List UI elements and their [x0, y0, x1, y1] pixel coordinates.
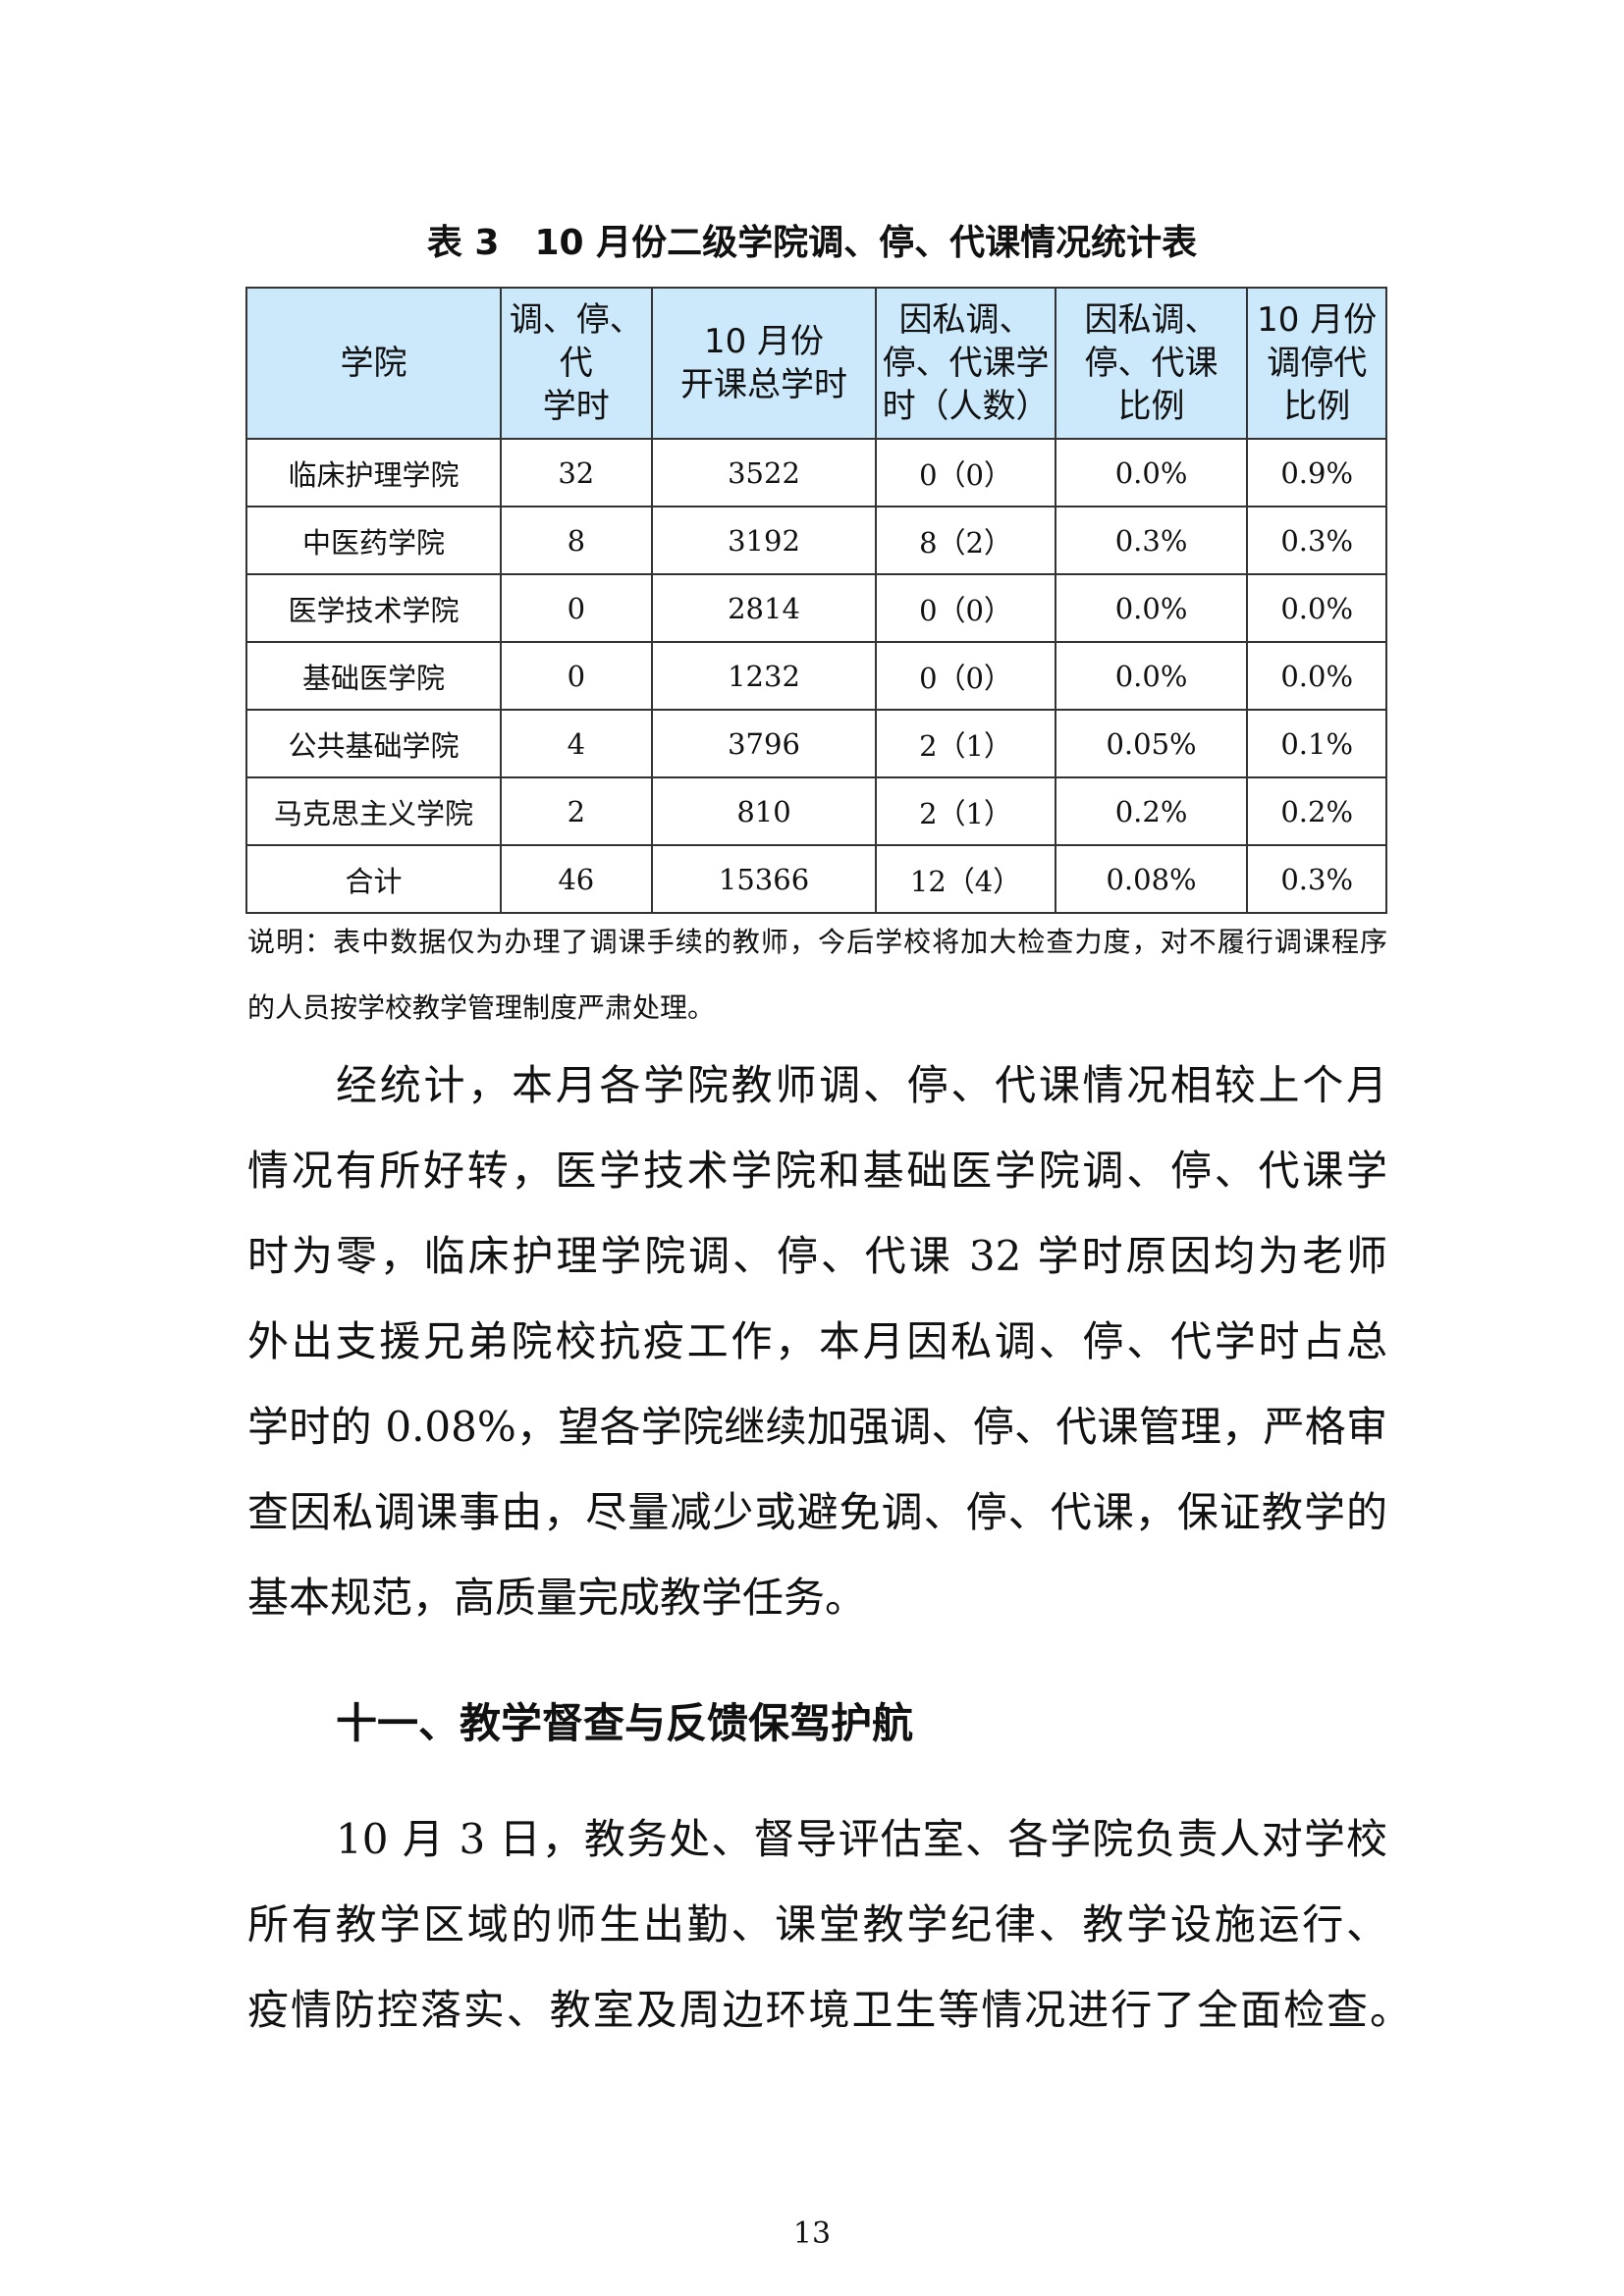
table-cell: 2（1） — [875, 776, 1056, 846]
column-header-line: 调、停、 — [509, 300, 643, 340]
table-cell: 0.3% — [1246, 506, 1387, 575]
table-cell: 2814 — [650, 573, 878, 643]
column-header: 10 月份调停代比例 — [1246, 287, 1387, 440]
column-header-line: 停、代课 — [1084, 344, 1218, 383]
table-cell: 医学技术学院 — [245, 573, 502, 643]
table-row: 基础医学院 0 1232 0（0） 0.0% 0.0% — [245, 641, 1387, 711]
table-title: 表 3 10 月份二级学院调、停、代课情况统计表 — [426, 223, 1198, 263]
column-header-line: 10 月份 — [1257, 300, 1378, 340]
table-row: 公共基础学院 4 3796 2（1） 0.05% 0.1% — [245, 709, 1387, 778]
table-cell: 2 — [500, 776, 653, 846]
column-header-line: 调停代 — [1267, 344, 1368, 383]
table-cell: 0.08% — [1054, 844, 1249, 914]
paragraph-line: 10 月 3 日，教务处、督导评估室、各学院负责人对学校 — [336, 1815, 1387, 1863]
table-row: 中医药学院 8 3192 8（2） 0.3% 0.3% — [245, 506, 1387, 575]
table-cell: 基础医学院 — [245, 641, 502, 711]
column-header: 因私调、停、代课学时（人数） — [875, 287, 1056, 440]
column-header-line: 代 — [559, 344, 593, 383]
table-cell: 46 — [500, 844, 653, 914]
table-cell: 0.2% — [1054, 776, 1249, 846]
table-cell: 810 — [650, 776, 878, 846]
table-cell: 2（1） — [875, 709, 1056, 778]
table-cell: 0（0） — [875, 573, 1056, 643]
table-cell: 12（4） — [875, 844, 1056, 914]
table-cell: 15366 — [650, 844, 878, 914]
table-cell: 0.0% — [1054, 573, 1249, 643]
column-header-line: 学院 — [340, 344, 407, 383]
column-header: 调、停、代学时 — [500, 287, 653, 440]
table-cell: 0.2% — [1246, 776, 1387, 846]
table-cell: 临床护理学院 — [245, 438, 502, 507]
page-number: 13 — [792, 2216, 832, 2251]
paragraph-line: 学时的 0.08%，望各学院继续加强调、停、代课管理，严格审 — [247, 1403, 1387, 1451]
table-cell: 0.9% — [1246, 438, 1387, 507]
paragraph-line: 时为零，临床护理学院调、停、代课 32 学时原因均为老师 — [247, 1232, 1387, 1280]
table-cell: 3522 — [650, 438, 878, 507]
table-cell: 马克思主义学院 — [245, 776, 502, 846]
table-cell: 0.0% — [1054, 438, 1249, 507]
column-header-line: 停、代课学 — [882, 344, 1050, 383]
paragraph-line: 疫情防控落实、教室及周边环境卫生等情况进行了全面检查。 — [247, 1986, 1411, 2034]
column-header-line: 因私调、 — [1084, 300, 1218, 340]
table-note-line-2: 的人员按学校教学管理制度严肃处理。 — [247, 993, 1387, 1023]
table-cell: 3796 — [650, 709, 878, 778]
table-cell: 0.0% — [1246, 573, 1387, 643]
paragraph-line: 经统计，本月各学院教师调、停、代课情况相较上个月 — [336, 1061, 1387, 1109]
column-header-line: 比例 — [1117, 387, 1185, 426]
paragraph-line: 所有教学区域的师生出勤、课堂教学纪律、教学设施运行、 — [247, 1900, 1387, 1949]
column-header-line: 时（人数） — [882, 387, 1050, 426]
table-cell: 中医药学院 — [245, 506, 502, 575]
column-header-line: 开课总学时 — [680, 365, 848, 404]
table-cell: 0.0% — [1054, 641, 1249, 711]
table-cell: 0.1% — [1246, 709, 1387, 778]
paragraph-line: 情况有所好转，医学技术学院和基础医学院调、停、代课学 — [247, 1147, 1387, 1195]
table-cell: 0.3% — [1054, 506, 1249, 575]
table-cell: 8 — [500, 506, 653, 575]
table-note-line-1: 说明：表中数据仅为办理了调课手续的教师，今后学校将加大检查力度，对不履行调课程序 — [247, 928, 1387, 957]
section-heading: 十一、教学督查与反馈保驾护航 — [336, 1699, 914, 1747]
paragraph-1: 经统计，本月各学院教师调、停、代课情况相较上个月情况有所好转，医学技术学院和基础… — [247, 1042, 1387, 1640]
table-cell: 公共基础学院 — [245, 709, 502, 778]
table-row: 医学技术学院 0 2814 0（0） 0.0% 0.0% — [245, 573, 1387, 643]
table-cell: 0（0） — [875, 641, 1056, 711]
paragraph-2: 10 月 3 日，教务处、督导评估室、各学院负责人对学校所有教学区域的师生出勤、… — [247, 1796, 1411, 2053]
paragraph-line: 外出支援兄弟院校抗疫工作，本月因私调、停、代学时占总 — [247, 1317, 1387, 1365]
column-header: 10 月份开课总学时 — [650, 287, 878, 440]
table-cell: 4 — [500, 709, 653, 778]
statistics-table: 学院 调、停、代学时 10 月份 开课总学时 因私调、 停、代课学 时（人数） 因私调、 停、代… — [245, 287, 1387, 914]
column-header-line: 学时 — [542, 387, 610, 426]
column-header-line: 比例 — [1283, 387, 1351, 426]
table-cell: 0.05% — [1054, 709, 1249, 778]
note-text: 说明：表中数据仅为办理了调课手续的教师，今后学校将加大检查力度，对不履行调课程序 — [247, 926, 1387, 958]
table-cell: 8（2） — [875, 506, 1056, 575]
table-cell: 0（0） — [875, 438, 1056, 507]
table-cell: 1232 — [650, 641, 878, 711]
table-row: 合计 46 15366 12（4） 0.08% 0.3% — [245, 844, 1387, 914]
table-cell: 0 — [500, 641, 653, 711]
column-header-line: 10 月份 — [703, 322, 825, 361]
table-cell: 合计 — [245, 844, 502, 914]
table-cell: 0.3% — [1246, 844, 1387, 914]
column-header: 学院 — [245, 287, 502, 440]
paragraph-line: 基本规范，高质量完成教学任务。 — [247, 1574, 867, 1622]
table-cell: 0 — [500, 573, 653, 643]
table-cell: 0.0% — [1246, 641, 1387, 711]
table-header-row: 学院 调、停、代学时 10 月份 开课总学时 因私调、 停、代课学 时（人数） 因私调、 停、代… — [245, 287, 1387, 440]
note-text: 的人员按学校教学管理制度严肃处理。 — [247, 991, 716, 1024]
table-row: 马克思主义学院 2 810 2（1） 0.2% 0.2% — [245, 776, 1387, 846]
table-cell: 32 — [500, 438, 653, 507]
column-header-line: 因私调、 — [898, 300, 1033, 340]
paragraph-line: 查因私调课事由，尽量减少或避免调、停、代课，保证教学的 — [247, 1488, 1387, 1536]
column-header: 因私调、停、代课比例 — [1054, 287, 1249, 440]
table-row: 临床护理学院 32 3522 0（0） 0.0% 0.9% — [245, 438, 1387, 507]
table-cell: 3192 — [650, 506, 878, 575]
